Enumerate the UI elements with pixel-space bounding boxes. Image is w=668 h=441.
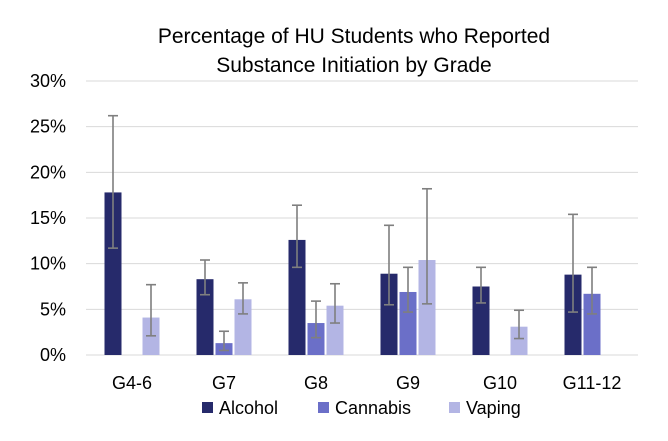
bar-cannabis-g8 xyxy=(307,323,325,355)
y-tick-label: 20% xyxy=(30,162,66,182)
error-bar-vaping-g10 xyxy=(514,309,524,340)
error-bar-vaping-g7 xyxy=(238,282,248,315)
error-bar-vaping-g8 xyxy=(330,282,340,324)
bar-vaping-g9 xyxy=(418,260,436,355)
y-tick-label: 30% xyxy=(30,71,66,91)
error-bar-alcohol-g8 xyxy=(292,204,302,269)
error-bar-vaping-g9 xyxy=(422,187,432,305)
error-bar-cannabis-g7 xyxy=(219,330,229,352)
legend-label: Alcohol xyxy=(219,398,278,418)
bar-cannabis-g11-12 xyxy=(583,293,601,355)
bar-alcohol-g4-6 xyxy=(104,192,122,355)
y-tick-label: 0% xyxy=(40,345,66,365)
error-bar-vaping-g4-6 xyxy=(146,283,156,337)
chart-title-line: Percentage of HU Students who Reported xyxy=(158,25,550,48)
x-tick-label: G10 xyxy=(483,373,517,393)
error-bar-cannabis-g11-12 xyxy=(587,266,597,315)
bar-alcohol-g8 xyxy=(288,239,306,355)
bars xyxy=(104,192,601,355)
bar-alcohol-g7 xyxy=(196,279,214,355)
legend-item-vaping: Vaping xyxy=(449,398,521,418)
chart-title: Percentage of HU Students who Reported Su… xyxy=(158,25,550,77)
legend-swatch xyxy=(202,402,213,413)
legend-swatch xyxy=(449,402,460,413)
legend: Alcohol Cannabis Vaping xyxy=(202,398,521,418)
x-tick-label: G7 xyxy=(212,373,236,393)
error-bar-alcohol-g4-6 xyxy=(108,114,118,249)
error-bar-cannabis-g8 xyxy=(311,300,321,339)
y-tick-label: 25% xyxy=(30,117,66,137)
y-axis-ticks: 0% 5% 10% 15% 20% 25% 30% xyxy=(30,71,66,365)
bar-vaping-g8 xyxy=(326,305,344,355)
y-tick-label: 10% xyxy=(30,254,66,274)
x-tick-label: G11-12 xyxy=(563,373,622,393)
error-bars xyxy=(108,114,597,352)
error-bar-cannabis-g9 xyxy=(403,266,413,313)
error-bar-alcohol-g10 xyxy=(476,266,486,304)
error-bar-alcohol-g9 xyxy=(384,224,394,306)
bar-vaping-g10 xyxy=(510,326,528,355)
error-bar-alcohol-g11-12 xyxy=(568,213,578,313)
bar-cannabis-g9 xyxy=(399,291,417,355)
legend-item-cannabis: Cannabis xyxy=(318,398,411,418)
bar-alcohol-g9 xyxy=(380,273,398,355)
legend-label: Vaping xyxy=(466,398,521,418)
bar-alcohol-g11-12 xyxy=(564,274,582,355)
x-tick-label: G4-6 xyxy=(112,373,152,393)
gridlines xyxy=(86,80,638,356)
legend-label: Cannabis xyxy=(335,398,411,418)
y-tick-label: 5% xyxy=(40,299,66,319)
x-tick-label: G8 xyxy=(304,373,328,393)
x-axis-ticks: G4-6 G7 G8 G9 G10 G11-12 xyxy=(112,373,621,393)
x-tick-label: G9 xyxy=(396,373,420,393)
error-bar-alcohol-g7 xyxy=(200,259,210,296)
legend-swatch xyxy=(318,402,329,413)
legend-item-alcohol: Alcohol xyxy=(202,398,278,418)
y-tick-label: 15% xyxy=(30,208,66,228)
chart-title-line: Substance Initiation by Grade xyxy=(216,54,492,77)
